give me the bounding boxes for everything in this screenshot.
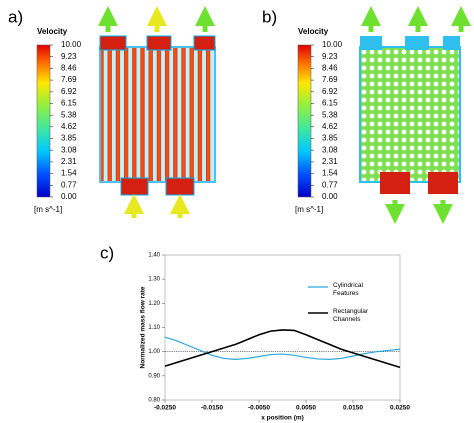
colorbar-unit: [m s^-1] xyxy=(295,205,323,214)
x-tick-label: 0.0050 xyxy=(296,405,316,412)
plot-frame xyxy=(164,254,401,401)
contour-a xyxy=(98,6,216,218)
line-series xyxy=(164,329,401,369)
colorbar-tick-label: 2.31 xyxy=(322,157,338,166)
colorbar-tick-label: 3.08 xyxy=(322,145,338,154)
colorbar-tick-label: 9.23 xyxy=(322,52,338,61)
x-tick-label: -0.0150 xyxy=(201,405,223,412)
y-tick-label: 1.30 xyxy=(148,277,160,283)
colorbar-tick-label: 3.85 xyxy=(61,134,77,143)
colorbar-tick-label: 6.15 xyxy=(322,99,338,108)
colorbar-tick-label: 0.77 xyxy=(61,180,77,189)
colorbar-title: Velocity xyxy=(37,27,68,36)
colorbar-tick-label: 4.62 xyxy=(322,122,338,131)
colorbar-tick-label: 6.92 xyxy=(61,87,77,96)
colorbar-tick-label: 7.69 xyxy=(61,75,77,84)
x-tick-label: -0.0250 xyxy=(154,405,176,412)
line-series xyxy=(164,336,401,361)
colorbar-unit: [m s^-1] xyxy=(34,205,62,214)
colorbar-tick-label: 1.54 xyxy=(322,169,338,178)
colorbar-tick-label: 6.92 xyxy=(322,87,338,96)
contour-b xyxy=(359,6,471,224)
x-tick-label: -0.0050 xyxy=(248,405,270,412)
panel-label: a) xyxy=(8,7,23,26)
y-axis-label: Normalized mass flow rate xyxy=(140,286,147,368)
x-tick-label: 0.0250 xyxy=(390,405,410,412)
colorbar-tick-label: 10.00 xyxy=(322,40,343,49)
colorbar-tick-label: 0.00 xyxy=(61,192,77,201)
colorbar-tick-label: 3.85 xyxy=(322,134,338,143)
y-tick-label: 0.90 xyxy=(148,373,160,379)
y-tick-label: 1.10 xyxy=(148,325,160,331)
colorbar-tick-label: 10.00 xyxy=(61,40,82,49)
y-tick-label: 1.00 xyxy=(148,349,160,355)
colorbar-tick-label: 4.62 xyxy=(61,122,77,131)
panel-label: b) xyxy=(262,7,277,26)
x-axis-label: x position (m) xyxy=(261,415,304,422)
colorbar-tick-label: 0.00 xyxy=(322,192,338,201)
colorbar-tick-label: 7.69 xyxy=(322,75,338,84)
y-tick-label: 1.40 xyxy=(148,253,160,259)
colorbar-tick-label: 2.31 xyxy=(61,157,77,166)
colorbar-tick-label: 5.38 xyxy=(322,110,338,119)
colorbar-title: Velocity xyxy=(298,27,329,36)
x-tick-label: 0.0150 xyxy=(343,405,363,412)
colorbar-tick-label: 1.54 xyxy=(61,169,77,178)
legend-label: Rectangular Channels xyxy=(333,308,369,323)
legend-label: Cylindrical Features xyxy=(333,282,363,297)
colorbar-tick-label: 0.77 xyxy=(322,180,338,189)
panel-label: c) xyxy=(100,243,114,262)
y-tick-label: 0.80 xyxy=(148,398,160,404)
colorbar-tick-label: 3.08 xyxy=(61,145,77,154)
colorbar xyxy=(36,44,51,198)
colorbar-tick-label: 8.46 xyxy=(322,64,338,73)
y-tick-label: 1.20 xyxy=(148,301,160,307)
colorbar-tick-label: 8.46 xyxy=(61,64,77,73)
colorbar xyxy=(297,44,312,198)
colorbar-tick-label: 5.38 xyxy=(61,110,77,119)
colorbar-tick-label: 6.15 xyxy=(61,99,77,108)
colorbar-tick-label: 9.23 xyxy=(61,52,77,61)
